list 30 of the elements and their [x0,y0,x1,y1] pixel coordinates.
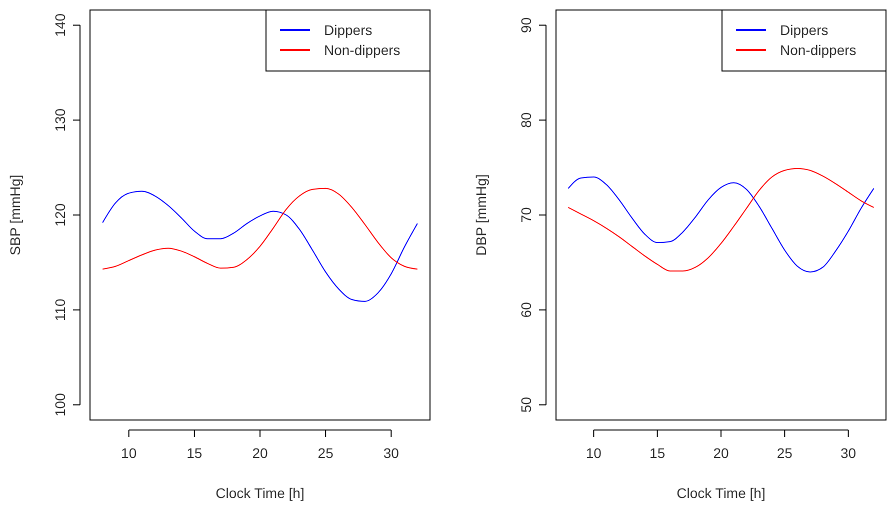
x-tick-label: 15 [650,445,666,461]
x-tick-label: 10 [121,445,137,461]
y-tick-label: 60 [518,302,534,318]
y-tick-label: 100 [52,392,68,416]
y-tick-label: 120 [52,203,68,227]
y-axis-title: SBP [mmHg] [7,174,23,256]
y-tick-label: 140 [52,13,68,37]
y-tick-label: 130 [52,108,68,132]
x-tick-label: 30 [383,445,400,461]
line-series [102,190,418,302]
x-tick-label: 30 [840,445,856,461]
x-tick-label: 15 [186,445,202,461]
y-tick-label: 90 [518,17,534,33]
x-tick-label: 25 [318,445,334,461]
legend-label: Dippers [780,22,828,38]
legend-label: Non-dippers [324,42,400,58]
x-axis-title: Clock Time [h] [676,485,766,501]
x-axis-title: Clock Time [h] [216,485,304,501]
line-series [102,188,418,270]
y-tick-label: 50 [518,396,534,413]
legend-label: Dippers [324,22,372,38]
y-tick-label: 110 [52,298,68,322]
y-tick-label: 80 [518,112,534,128]
x-tick-label: 20 [252,445,268,461]
legend-label: Non-dippers [780,42,856,58]
x-tick-label: 10 [586,445,602,461]
y-tick-label: 70 [518,207,534,223]
x-tick-label: 20 [713,445,729,461]
x-tick-label: 25 [776,445,793,461]
y-axis-title: DBP [mmHg] [473,174,489,256]
